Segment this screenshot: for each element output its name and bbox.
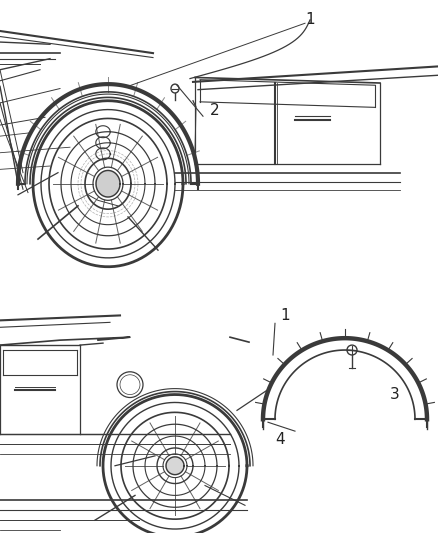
Text: 2: 2: [210, 103, 220, 118]
Text: 3: 3: [390, 387, 400, 402]
Polygon shape: [166, 457, 184, 475]
Text: 1: 1: [280, 308, 290, 323]
Text: 4: 4: [275, 432, 285, 447]
Text: 1: 1: [305, 12, 315, 27]
Polygon shape: [96, 171, 120, 197]
